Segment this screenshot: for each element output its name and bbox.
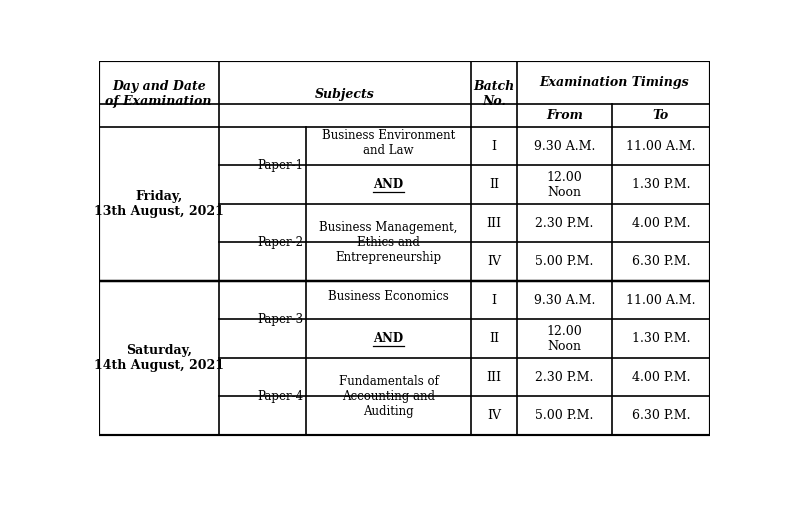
Text: IV: IV xyxy=(487,255,501,268)
Text: Saturday,
14th August, 2021: Saturday, 14th August, 2021 xyxy=(94,344,224,372)
Text: III: III xyxy=(486,370,501,384)
Text: Subjects: Subjects xyxy=(315,87,375,101)
Text: 5.00 P.M.: 5.00 P.M. xyxy=(535,409,593,422)
Text: IV: IV xyxy=(487,409,501,422)
Text: III: III xyxy=(486,217,501,229)
Text: From: From xyxy=(546,109,583,122)
Text: 11.00 A.M.: 11.00 A.M. xyxy=(626,140,696,152)
Text: 5.00 P.M.: 5.00 P.M. xyxy=(535,255,593,268)
Text: Business Management,
Ethics and
Entrepreneurship: Business Management, Ethics and Entrepre… xyxy=(320,221,458,264)
Text: Paper-1: Paper-1 xyxy=(257,159,303,172)
Text: Paper-3: Paper-3 xyxy=(257,313,303,326)
Text: 9.30 A.M.: 9.30 A.M. xyxy=(533,293,595,307)
Text: 12.00
Noon: 12.00 Noon xyxy=(547,324,582,353)
Text: Examination Timings: Examination Timings xyxy=(539,76,689,89)
Text: Fundamentals of
Accounting and
Auditing: Fundamentals of Accounting and Auditing xyxy=(338,375,439,418)
Text: 2.30 P.M.: 2.30 P.M. xyxy=(535,217,593,229)
Text: Friday,
13th August, 2021: Friday, 13th August, 2021 xyxy=(94,190,223,218)
Text: AND: AND xyxy=(373,332,403,345)
Text: Paper-2: Paper-2 xyxy=(257,236,303,249)
Text: II: II xyxy=(489,178,499,191)
Text: To: To xyxy=(653,109,669,122)
Text: AND: AND xyxy=(373,178,403,191)
Text: 4.00 P.M.: 4.00 P.M. xyxy=(632,370,690,384)
Text: Business Environment
and Law: Business Environment and Law xyxy=(322,129,455,157)
Text: Business Economics: Business Economics xyxy=(328,290,449,304)
Text: Batch
No.: Batch No. xyxy=(473,80,514,108)
Text: 1.30 P.M.: 1.30 P.M. xyxy=(632,332,690,345)
Text: 12.00
Noon: 12.00 Noon xyxy=(547,171,582,198)
Text: II: II xyxy=(489,332,499,345)
Text: 1.30 P.M.: 1.30 P.M. xyxy=(632,178,690,191)
Text: 11.00 A.M.: 11.00 A.M. xyxy=(626,293,696,307)
Text: 9.30 A.M.: 9.30 A.M. xyxy=(533,140,595,152)
Text: I: I xyxy=(492,140,496,152)
Text: Paper-4: Paper-4 xyxy=(257,390,303,403)
Text: 6.30 P.M.: 6.30 P.M. xyxy=(632,255,690,268)
Text: I: I xyxy=(492,293,496,307)
Text: 2.30 P.M.: 2.30 P.M. xyxy=(535,370,593,384)
Text: 6.30 P.M.: 6.30 P.M. xyxy=(632,409,690,422)
Text: Day and Date
of Examination: Day and Date of Examination xyxy=(106,80,212,108)
Text: 4.00 P.M.: 4.00 P.M. xyxy=(632,217,690,229)
